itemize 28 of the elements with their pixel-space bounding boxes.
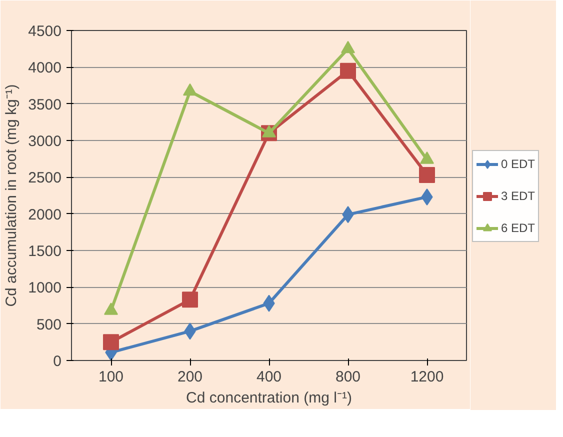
- y-tick-label: 2500: [28, 170, 62, 187]
- y-tick-label: 3000: [28, 133, 62, 150]
- y-tick-label: 2000: [28, 206, 62, 224]
- y-tick-label: 3500: [28, 96, 62, 114]
- point: [420, 152, 434, 164]
- x-tick-label: 400: [256, 368, 282, 386]
- legend-label: 0 EDT: [501, 156, 536, 170]
- x-tick-label: 1200: [410, 368, 444, 386]
- x-tick-label: 200: [177, 368, 203, 386]
- y-tick-label: 4000: [28, 60, 62, 77]
- point: [341, 40, 355, 54]
- y-tick-label: 500: [36, 316, 62, 334]
- point: [340, 62, 356, 79]
- legend-label: 3 EDT: [501, 188, 536, 202]
- point: [419, 166, 435, 183]
- x-tick-label: 100: [98, 368, 124, 386]
- y-tick-label: 4500: [28, 23, 62, 40]
- x-axis-title: Cd concentration (mg l⁻¹): [186, 390, 352, 406]
- y-tick-label: 1500: [28, 243, 62, 260]
- point: [103, 334, 119, 350]
- point: [183, 83, 197, 96]
- point: [182, 292, 198, 308]
- y-tick-label: 1000: [28, 280, 62, 297]
- y-tick-label: 0: [53, 353, 62, 370]
- x-tick-label: 800: [335, 368, 361, 386]
- point: [262, 125, 276, 138]
- y-axis-title: Cd accumulation in root (mg kg⁻¹): [3, 84, 20, 307]
- legend-label: 6 EDT: [501, 220, 536, 234]
